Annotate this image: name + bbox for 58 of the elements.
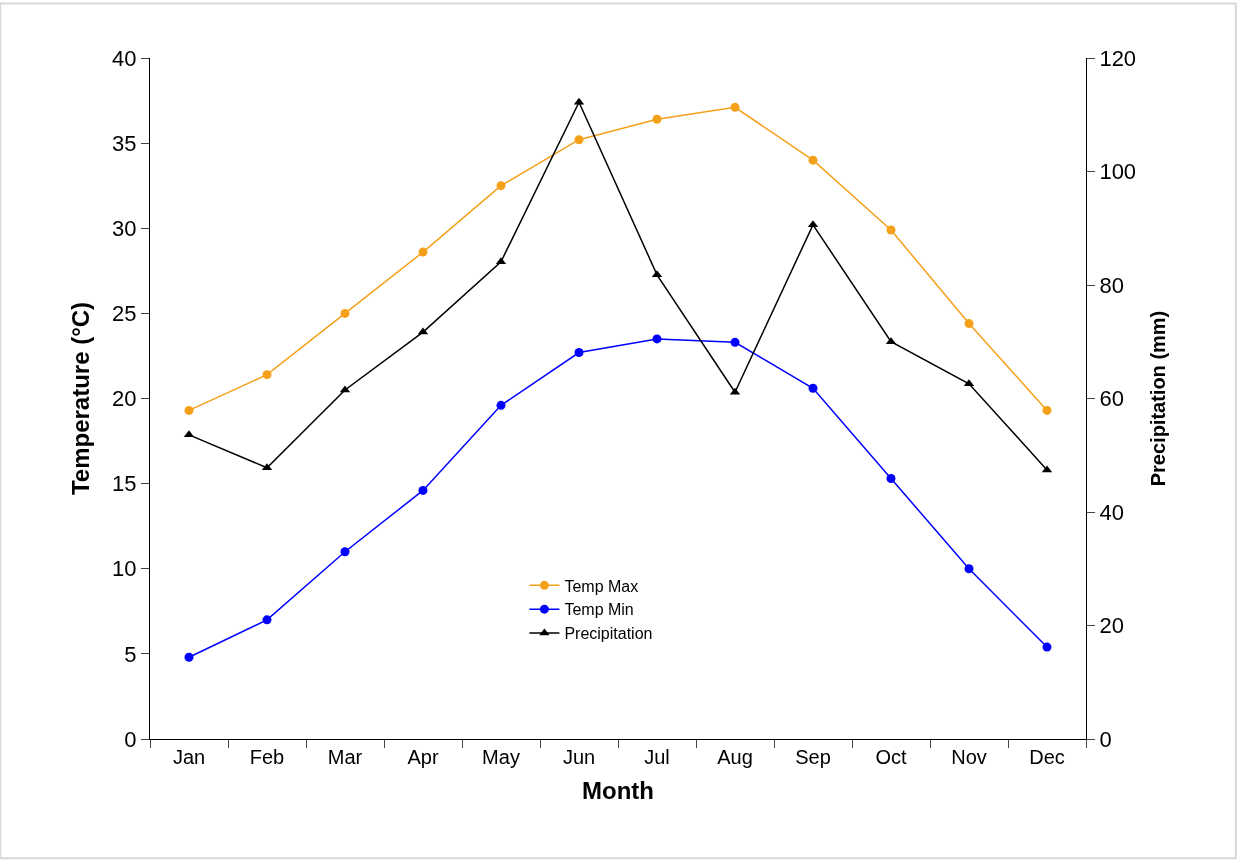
point (496, 181, 506, 191)
x-tick-label: Oct (875, 746, 907, 768)
x-tick-label: Jun (562, 746, 596, 768)
point (496, 400, 506, 410)
point (184, 405, 194, 415)
point (652, 334, 662, 344)
x-tick-label: May (482, 746, 520, 768)
y-axis-title: Temperature (°C) (67, 301, 95, 496)
point (886, 474, 896, 484)
legend-label: Precipitation (564, 625, 653, 643)
point (964, 319, 974, 329)
point (340, 547, 350, 557)
y-tick-label: 25 (112, 301, 137, 327)
point (886, 225, 896, 235)
point (964, 564, 974, 574)
point (730, 102, 740, 112)
point (574, 135, 584, 145)
x-tick-label: Dec (1029, 746, 1065, 768)
point (418, 247, 428, 257)
point (340, 308, 350, 318)
point (1042, 642, 1052, 652)
legend-label: Temp Min (564, 601, 634, 619)
point (184, 652, 194, 662)
y-tick-label: 40 (112, 45, 137, 71)
y2-tick-label: 80 (1099, 272, 1124, 298)
point (808, 383, 818, 393)
y-tick-label: 20 (112, 386, 137, 412)
y-tick-label: 35 (112, 130, 137, 156)
legend-label: Temp Max (564, 577, 639, 595)
point (262, 370, 272, 380)
point (652, 114, 662, 124)
x-tick-label: Sep (795, 746, 831, 768)
point (574, 348, 584, 358)
point (418, 485, 428, 495)
point (808, 155, 818, 165)
point (1042, 405, 1052, 415)
y-tick-label: 30 (112, 215, 137, 241)
x-tick-label: Jan (172, 746, 206, 768)
x-tick-label: Feb (249, 746, 285, 768)
y-tick-label: 15 (112, 471, 137, 497)
point (262, 615, 272, 625)
y-tick-label: 0 (124, 726, 137, 752)
x-tick-label: Mar (327, 746, 363, 768)
y2-tick-label: 40 (1099, 499, 1124, 525)
y2-axis-title: Precipitation (mm) (1146, 310, 1169, 487)
y2-tick-label: 60 (1099, 386, 1124, 412)
x-tick-label: Apr (407, 746, 439, 768)
x-axis-title: Month (582, 777, 654, 805)
y2-tick-label: 20 (1099, 613, 1124, 639)
y2-tick-label: 0 (1099, 726, 1112, 752)
y-tick-label: 10 (112, 556, 137, 582)
y-tick-label: 5 (124, 641, 137, 667)
point (730, 337, 740, 347)
x-tick-label: Nov (951, 746, 987, 768)
y2-tick-label: 120 (1099, 45, 1137, 71)
y2-tick-label: 100 (1099, 159, 1137, 185)
x-tick-label: Aug (717, 746, 753, 768)
x-tick-label: Jul (644, 746, 670, 768)
